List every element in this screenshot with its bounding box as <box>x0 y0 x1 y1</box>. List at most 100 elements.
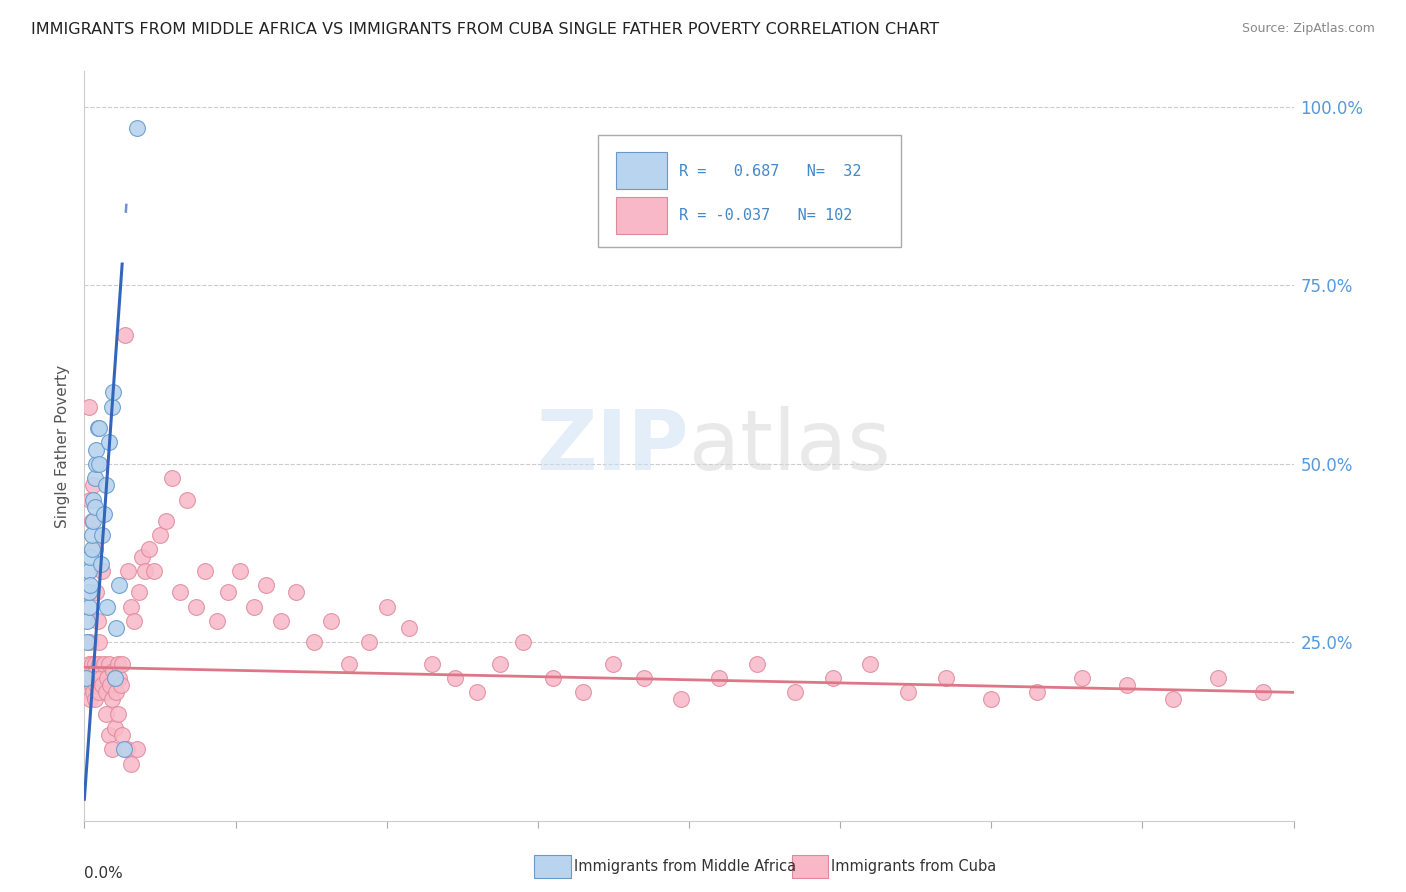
Point <box>107 657 129 671</box>
Point <box>76 614 98 628</box>
Point <box>110 678 132 692</box>
Point <box>91 564 114 578</box>
Point <box>935 671 957 685</box>
Point <box>80 657 103 671</box>
Point <box>82 671 104 685</box>
Point <box>160 471 183 485</box>
Point <box>155 514 177 528</box>
Point <box>112 742 135 756</box>
Point <box>142 564 165 578</box>
Point <box>82 492 104 507</box>
Point <box>633 671 655 685</box>
Point <box>104 721 127 735</box>
Point <box>101 385 124 400</box>
Point <box>84 500 107 514</box>
Point <box>337 657 360 671</box>
Point <box>76 635 98 649</box>
Point <box>254 578 277 592</box>
Point <box>127 121 149 136</box>
Point <box>489 657 512 671</box>
Point <box>398 621 420 635</box>
Point <box>105 621 128 635</box>
Point <box>821 671 844 685</box>
Point <box>120 599 142 614</box>
Point <box>128 585 150 599</box>
Point <box>89 635 111 649</box>
Point <box>90 557 112 571</box>
Point <box>89 685 111 699</box>
Point <box>89 457 111 471</box>
Point <box>745 657 768 671</box>
Point <box>105 685 128 699</box>
Point <box>122 614 145 628</box>
Point <box>94 478 117 492</box>
Point <box>709 671 731 685</box>
Point <box>94 685 117 699</box>
Point <box>87 421 110 435</box>
Point <box>79 578 101 592</box>
Text: Immigrants from Middle Africa: Immigrants from Middle Africa <box>574 859 796 873</box>
Point <box>302 635 325 649</box>
Point <box>77 585 100 599</box>
Point <box>84 657 107 671</box>
Point <box>100 400 122 414</box>
Point <box>1161 692 1184 706</box>
Point <box>101 664 124 678</box>
Point <box>131 549 153 564</box>
Point <box>86 442 108 457</box>
Point <box>1206 671 1229 685</box>
Point <box>87 671 110 685</box>
Point <box>77 400 100 414</box>
Point <box>114 328 136 343</box>
Point <box>319 614 342 628</box>
Point <box>980 692 1002 706</box>
Text: IMMIGRANTS FROM MIDDLE AFRICA VS IMMIGRANTS FROM CUBA SINGLE FATHER POVERTY CORR: IMMIGRANTS FROM MIDDLE AFRICA VS IMMIGRA… <box>31 22 939 37</box>
FancyBboxPatch shape <box>616 197 668 234</box>
Point <box>1025 685 1047 699</box>
Point <box>77 564 100 578</box>
Point <box>76 671 98 685</box>
Point <box>420 657 443 671</box>
FancyBboxPatch shape <box>599 135 901 247</box>
Point <box>176 492 198 507</box>
Point <box>357 635 380 649</box>
Point <box>77 685 100 699</box>
Point <box>79 635 101 649</box>
Point <box>82 685 104 699</box>
Point <box>111 657 134 671</box>
Point <box>115 742 138 756</box>
Point <box>127 742 149 756</box>
Point <box>87 614 110 628</box>
Point <box>80 514 103 528</box>
Point <box>93 507 115 521</box>
Point <box>80 528 103 542</box>
Text: atlas: atlas <box>689 406 890 486</box>
Point <box>375 599 398 614</box>
Point <box>82 514 104 528</box>
Point <box>443 671 465 685</box>
Point <box>602 657 624 671</box>
Point <box>1071 671 1094 685</box>
Point <box>93 657 115 671</box>
Point <box>84 692 107 706</box>
Point <box>194 564 217 578</box>
Point <box>671 692 693 706</box>
Point <box>859 657 882 671</box>
Point <box>108 671 131 685</box>
Point <box>108 578 131 592</box>
Point <box>98 678 121 692</box>
Point <box>1116 678 1139 692</box>
Point <box>512 635 534 649</box>
Point <box>86 664 108 678</box>
Point <box>91 528 114 542</box>
Point <box>91 678 114 692</box>
Point <box>79 692 101 706</box>
Point <box>572 685 595 699</box>
Point <box>111 728 134 742</box>
Point <box>100 742 122 756</box>
Point <box>77 657 100 671</box>
Point <box>77 599 100 614</box>
Point <box>84 471 107 485</box>
Point <box>104 671 127 685</box>
Text: Immigrants from Cuba: Immigrants from Cuba <box>831 859 997 873</box>
